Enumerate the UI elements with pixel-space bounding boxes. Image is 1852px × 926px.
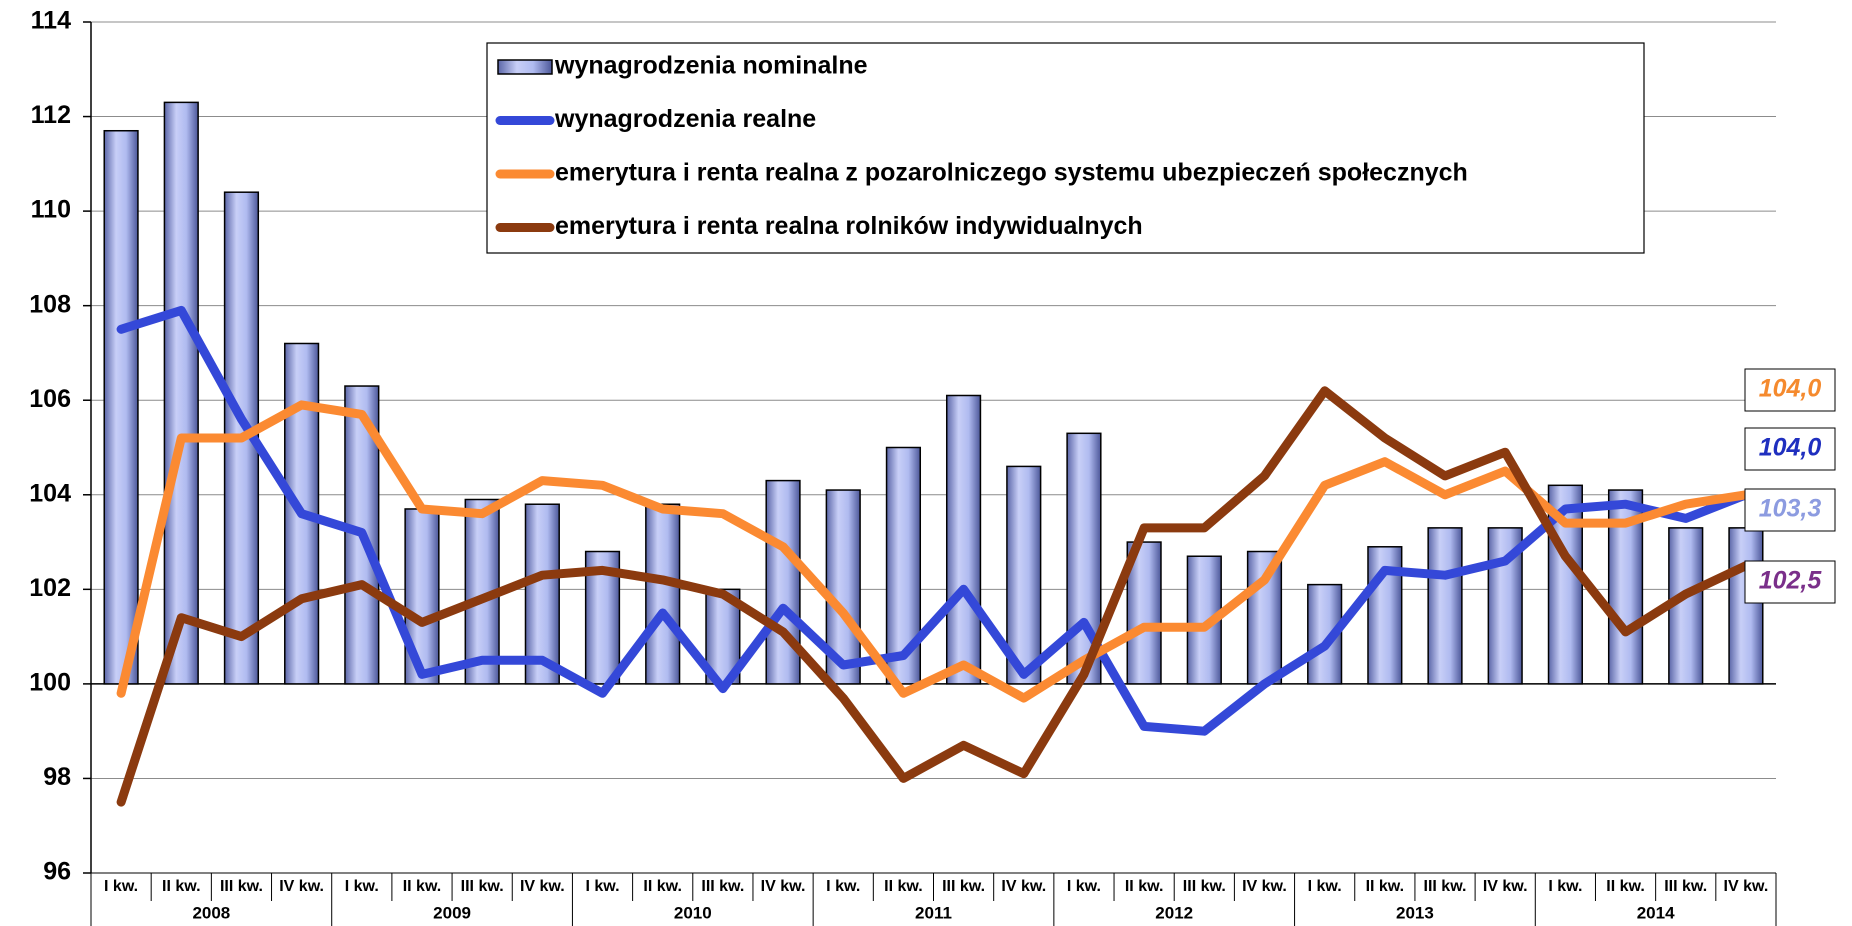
x-tick-label: IV kw. (520, 878, 565, 895)
value-label-group: 102,5 (1744, 560, 1836, 604)
value-label: 104,0 (1759, 375, 1822, 403)
legend-label: emerytura i renta realna rolników indywi… (555, 212, 1143, 240)
x-tick-label: I kw. (1548, 878, 1582, 895)
value-label-box (1744, 368, 1836, 412)
x-tick-label: II kw. (884, 878, 923, 895)
bar (1427, 527, 1463, 685)
value-label-group: 104,0 (1744, 427, 1836, 471)
y-tick-label: 114 (31, 7, 71, 35)
x-tick-label: I kw. (585, 878, 619, 895)
bar (163, 101, 199, 685)
x-tick-label: IV kw. (1483, 878, 1528, 895)
x-tick-label: II kw. (403, 878, 442, 895)
bar (945, 394, 982, 685)
x-tick-label: III kw. (1664, 878, 1707, 895)
x-tick-label: II kw. (643, 878, 682, 895)
year-label: 2008 (192, 903, 230, 922)
line (116, 400, 1751, 703)
x-tick-label: II kw. (162, 878, 201, 895)
x-tick-label: III kw. (942, 878, 985, 895)
x-tick-label: IV kw. (1001, 878, 1046, 895)
value-label-group: 104,0 (1744, 368, 1836, 412)
value-label: 102,5 (1759, 567, 1823, 595)
x-tick-label: IV kw. (1724, 878, 1769, 895)
bar (1006, 465, 1042, 685)
legend-label: wynagrodzenia nominalne (554, 52, 868, 80)
bar (765, 479, 801, 685)
value-label-group: 103,3 (1744, 488, 1836, 532)
year-label: 2011 (915, 903, 952, 922)
y-tick-label: 100 (29, 668, 71, 696)
x-tick-label: I kw. (826, 878, 860, 895)
y-tick-label: 110 (31, 196, 71, 224)
x-tick-label: IV kw. (761, 878, 806, 895)
bar (524, 503, 560, 685)
value-label-box (1744, 560, 1836, 604)
x-tick-label: III kw. (1424, 878, 1467, 895)
y-tick-label: 112 (31, 101, 71, 129)
value-label-box (1744, 488, 1836, 532)
bar (103, 129, 139, 685)
bar (645, 503, 681, 685)
y-tick-label: 96 (43, 858, 71, 886)
value-label: 103,3 (1759, 495, 1822, 523)
y-tick-label: 98 (43, 763, 71, 791)
x-tick-label: III kw. (1183, 878, 1226, 895)
line (116, 386, 1751, 807)
value-label-box (1744, 427, 1836, 471)
year-label: 2014 (1637, 903, 1675, 922)
legend-label: emerytura i renta realna z pozarolniczeg… (555, 159, 1468, 187)
bar (1728, 527, 1764, 685)
y-tick-label: 108 (29, 290, 71, 318)
legend-box (486, 42, 1645, 254)
year-label: 2013 (1396, 903, 1434, 922)
x-tick-label: IV kw. (279, 878, 324, 895)
value-label: 104,0 (1759, 434, 1822, 462)
x-tick-label: III kw. (701, 878, 744, 895)
legend-label: wynagrodzenia realne (554, 105, 816, 133)
year-label: 2012 (1155, 903, 1193, 922)
x-tick-label: III kw. (461, 878, 504, 895)
x-tick-label: I kw. (1067, 878, 1101, 895)
x-tick-label: III kw. (220, 878, 263, 895)
x-tick-label: II kw. (1606, 878, 1645, 895)
x-tick-label: II kw. (1366, 878, 1405, 895)
bar (1246, 550, 1283, 685)
year-label: 2010 (674, 903, 712, 922)
x-tick-label: I kw. (104, 878, 138, 895)
legend-swatch (497, 59, 553, 75)
x-tick-label: II kw. (1125, 878, 1164, 895)
y-tick-label: 102 (29, 574, 71, 602)
year-label: 2009 (433, 903, 471, 922)
x-tick-label: IV kw. (1242, 878, 1287, 895)
x-tick-label: I kw. (345, 878, 379, 895)
x-tick-label: I kw. (1308, 878, 1342, 895)
y-tick-label: 104 (29, 479, 71, 507)
y-tick-label: 106 (29, 385, 71, 413)
